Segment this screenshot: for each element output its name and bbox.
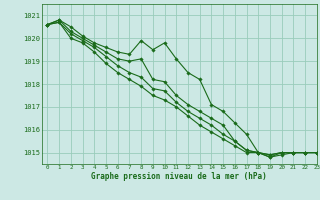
X-axis label: Graphe pression niveau de la mer (hPa): Graphe pression niveau de la mer (hPa) [91, 172, 267, 181]
